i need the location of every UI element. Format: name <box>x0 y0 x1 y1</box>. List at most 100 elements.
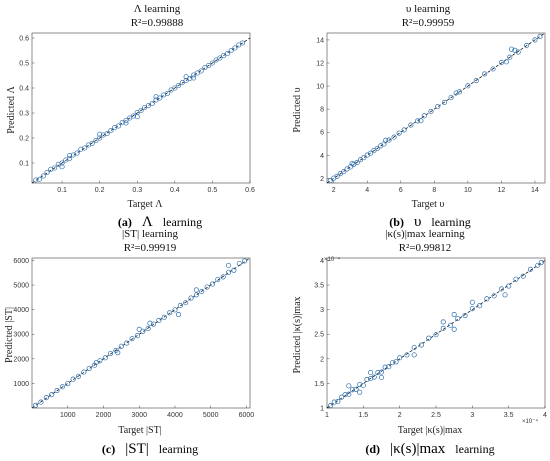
chart-b-data-point <box>448 94 454 100</box>
chart-a-data-point <box>82 145 88 151</box>
chart-c-data-point <box>188 295 194 301</box>
chart-c-data-point <box>59 384 65 390</box>
chart-a-data-point <box>52 165 58 171</box>
chart-d-data-point <box>513 276 519 282</box>
panel-c: |ST| learning R²=0.99919 1000 2000 3000 400… <box>4 228 254 457</box>
chart-c-data-point <box>199 288 205 294</box>
chart-a-data-point <box>183 74 189 80</box>
chart-c-xtick-label: 3000 <box>131 412 147 419</box>
chart-b-ylabel: Predicted υ <box>292 87 303 132</box>
chart-c-ytick-label: 4000 <box>13 307 29 314</box>
chart-c-data-point <box>172 307 178 313</box>
chart-b-ytick-label: 2 <box>320 176 324 183</box>
chart-c-data-point <box>167 310 173 316</box>
chart-c-data-point <box>175 312 182 318</box>
chart-d-data-point <box>382 364 388 370</box>
chart-a-ytick-label: 0.1 <box>19 161 29 168</box>
chart-d-xlabel: Target |κ(s)|max <box>398 425 463 436</box>
chart-d-xtick-label: 3 <box>470 412 474 419</box>
chart-a-data-point <box>153 94 159 100</box>
chart-a-caption-letter: (a) <box>118 215 132 229</box>
chart-d-xtick-label: 4 <box>543 412 547 419</box>
chart-a-xtick-label: 0.6 <box>245 187 255 194</box>
chart-d-ytick-label: 3.5 <box>314 283 324 290</box>
chart-b-data-point <box>482 71 488 77</box>
chart-a-data-point <box>59 164 65 170</box>
chart-a-data-point <box>40 173 46 179</box>
chart-b-ytick-label: 6 <box>320 130 324 137</box>
chart-b-xtick-label: 8 <box>432 187 436 194</box>
chart-c-data-point <box>124 340 130 346</box>
chart-a-xtick-label: 0.4 <box>170 187 180 194</box>
chart-c-data-point <box>150 321 157 327</box>
chart-b-data-point <box>334 173 340 179</box>
chart-c-data-point <box>156 317 162 324</box>
chart-d-data-point <box>462 312 468 319</box>
chart-c-data-point <box>81 369 87 375</box>
chart-c-xtick-label: 1000 <box>60 412 76 419</box>
chart-d-y-exponent: ×10⁻⁴ <box>324 256 340 263</box>
chart-b-data-point <box>508 46 515 52</box>
chart-a-xtick-label: 0.1 <box>57 187 67 194</box>
chart-d-ytick-label: 2.5 <box>314 332 324 339</box>
chart-d-data-point <box>440 325 446 331</box>
chart-b-data-point <box>408 122 414 128</box>
chart-c-data-point <box>226 262 232 268</box>
chart-a-data-point <box>149 100 155 107</box>
chart-a-ytick-label: 0.5 <box>19 61 29 68</box>
chart-b-data-point <box>515 49 521 55</box>
chart-a-r2: R²=0.99888 <box>131 17 184 29</box>
chart-d-caption-word: learning <box>455 442 494 456</box>
chart-a-data-point <box>67 155 73 162</box>
chart-d-ytick-label: 2 <box>320 356 324 363</box>
chart-b-caption-letter: (b) <box>389 215 404 229</box>
chart-a-data-point <box>232 45 238 51</box>
chart-c-caption-symbol: |ST| <box>125 441 149 457</box>
chart-b-data-point <box>421 113 427 119</box>
chart-d-data-point <box>397 355 403 361</box>
chart-b-data-point <box>383 137 389 143</box>
chart-c-data-point <box>147 320 153 326</box>
chart-c-ytick-label: 1000 <box>13 381 29 388</box>
chart-b-data-point <box>349 160 355 166</box>
chart-a-data-point <box>176 82 182 89</box>
chart-d-data-point <box>357 381 363 387</box>
chart-b-xtick-label: 6 <box>399 187 403 194</box>
chart-c-data-point <box>33 402 39 408</box>
chart-c-data-point <box>177 302 183 309</box>
chart-c-ytick-label: 3000 <box>13 332 29 339</box>
chart-d-data-point <box>386 364 392 370</box>
chart-d-data-point <box>342 392 348 398</box>
chart-d-data-point <box>411 344 417 351</box>
chart-d-data-point <box>498 286 504 292</box>
chart-c-data-point <box>161 314 167 320</box>
chart-c-data-point <box>145 326 151 332</box>
chart-a-data-point <box>172 85 178 91</box>
chart-a-caption-symbol: Λ <box>142 214 153 230</box>
chart-d-data-point <box>520 273 526 279</box>
chart-b-data-point <box>453 90 459 96</box>
chart-a-data-point <box>97 135 103 141</box>
chart-d-data-point <box>411 352 417 358</box>
chart-b-data-point <box>396 130 402 136</box>
chart-c-caption: (c) |ST| learning <box>102 440 198 457</box>
chart-b-xtick-label: 14 <box>531 187 539 194</box>
chart-a-data-point <box>115 123 121 129</box>
chart-b-xtick-label: 12 <box>498 187 506 194</box>
chart-d-data-point <box>418 342 425 348</box>
chart-d-xtick-label: 2 <box>398 412 402 419</box>
chart-d-data-point <box>538 259 544 265</box>
chart-c-data-point <box>54 387 60 394</box>
chart-b-ytick-label: 12 <box>316 61 324 68</box>
chart-d-data-point <box>440 319 446 325</box>
chart-b-caption: (b) υ learning <box>389 213 470 230</box>
chart-b-caption-word: learning <box>431 215 470 229</box>
chart-c-data-point <box>183 300 189 306</box>
chart-d-data-point <box>502 292 508 298</box>
chart-a-data-point <box>67 152 73 159</box>
chart-c-xtick-label: 6000 <box>239 412 255 419</box>
chart-c-data-point <box>91 362 98 368</box>
chart-b-data-point <box>456 89 463 95</box>
